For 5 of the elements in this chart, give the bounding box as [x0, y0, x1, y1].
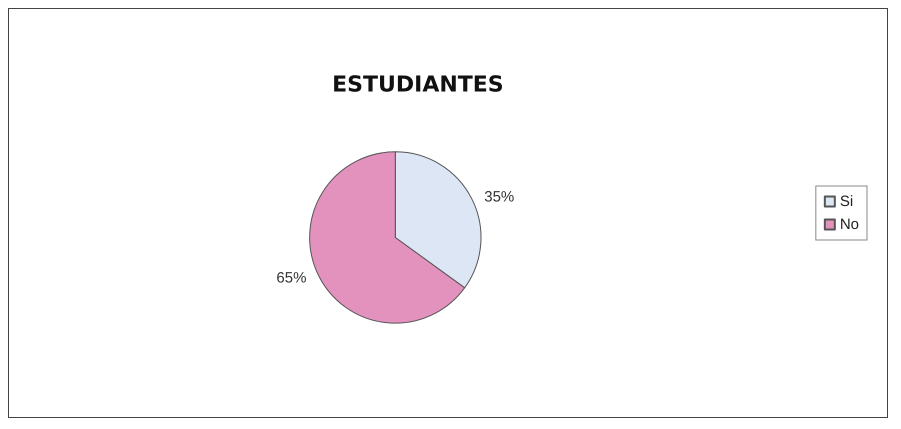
data-label: 65% [276, 270, 306, 287]
chart-title: ESTUDIANTES [332, 72, 504, 98]
legend-label: No [840, 216, 860, 233]
data-label: 35% [484, 188, 514, 206]
legend-label: Si [840, 193, 854, 210]
